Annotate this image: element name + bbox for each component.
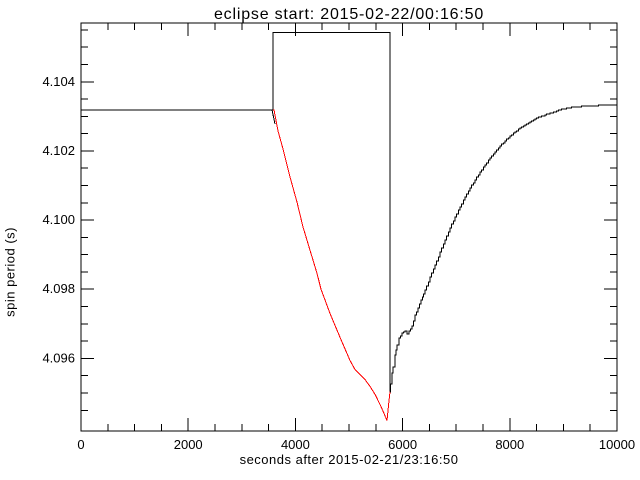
series-eclipse-dip [273,109,391,421]
x-tick-label: 8000 [495,437,524,452]
x-tick-label: 6000 [388,437,417,452]
series-pre-dip-tick [271,109,276,125]
y-tick-label: 4.096 [42,350,75,365]
x-tick-label: 10000 [599,437,635,452]
plot-title: eclipse start: 2015-02-22/00:16:50 [213,6,485,23]
x-tick-label: 0 [77,437,84,452]
y-tick-label: 4.104 [42,74,75,89]
y-axis-label-text: spin period (s) [2,227,17,317]
series-pre-eclipse-gate [81,32,391,392]
series-recovery [390,104,617,393]
x-tick-label: 4000 [281,437,310,452]
plot-frame [80,22,618,432]
y-tick-label: 4.098 [42,281,75,296]
x-tick-label: 2000 [174,437,203,452]
y-tick-label: 4.100 [42,212,75,227]
y-tick-label: 4.102 [42,143,75,158]
x-axis-label: seconds after 2015-02-21/23:16:50 [239,452,459,467]
